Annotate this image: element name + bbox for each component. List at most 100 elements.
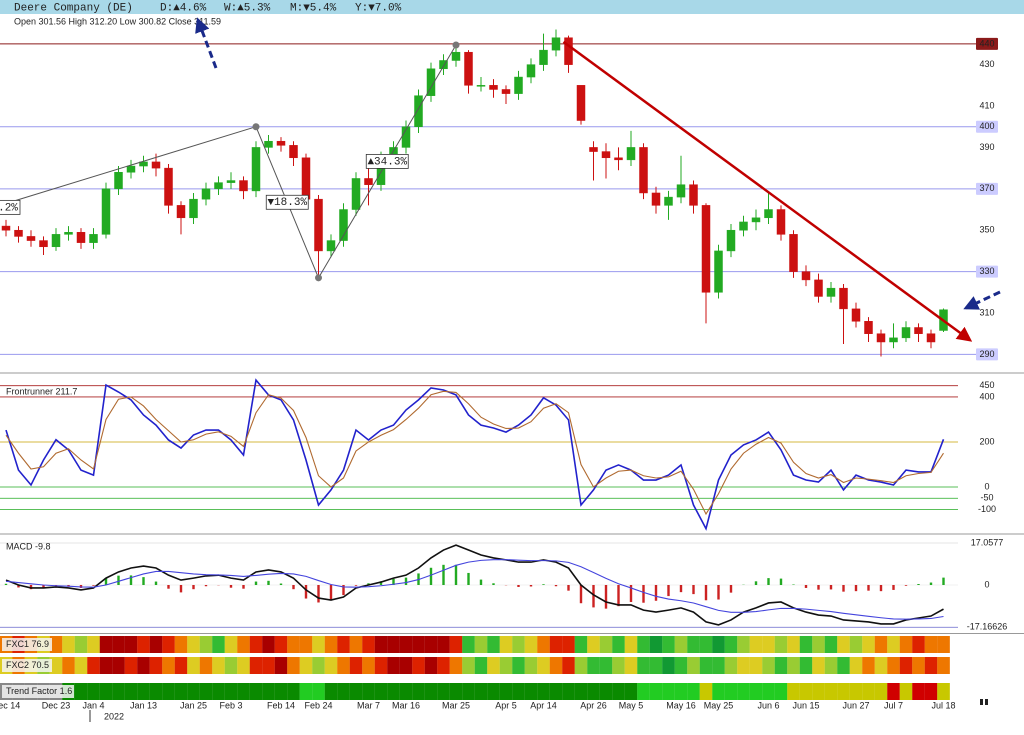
trend-cell bbox=[899, 683, 913, 700]
heat-cell bbox=[599, 657, 613, 674]
heat-cell bbox=[774, 636, 788, 653]
trend-cell bbox=[249, 683, 263, 700]
heat-cell bbox=[874, 657, 888, 674]
y-tick-label: 430 bbox=[979, 59, 994, 69]
histogram-bar bbox=[142, 577, 145, 586]
heat-cell bbox=[912, 657, 925, 674]
candle-body bbox=[701, 205, 711, 293]
trend-cell bbox=[562, 683, 575, 700]
trend-cell bbox=[174, 683, 188, 700]
heat-cell bbox=[324, 657, 338, 674]
histogram-bar bbox=[492, 583, 495, 586]
histogram-bar bbox=[392, 578, 395, 586]
trend-cell bbox=[912, 683, 925, 700]
strip-label: FXC1 76.9 bbox=[6, 639, 49, 649]
histogram-bar bbox=[842, 585, 845, 592]
histogram-bar bbox=[467, 572, 470, 586]
heat-cell bbox=[787, 657, 800, 674]
trend-cell bbox=[874, 683, 888, 700]
trend-cell bbox=[787, 683, 800, 700]
heat-cell bbox=[212, 657, 225, 674]
trend-cell bbox=[624, 683, 638, 700]
heat-cell bbox=[287, 636, 300, 653]
y-tick-label: 200 bbox=[979, 436, 994, 446]
trend-cell bbox=[824, 683, 838, 700]
trend-cell bbox=[799, 683, 813, 700]
trend-cell bbox=[74, 683, 88, 700]
y-tick-label: 410 bbox=[979, 100, 994, 110]
histogram-bar bbox=[179, 585, 183, 593]
candle-body bbox=[601, 151, 611, 159]
x-tick-label: May 16 bbox=[666, 700, 696, 710]
heat-cell bbox=[574, 657, 588, 674]
heat-cell bbox=[687, 636, 700, 653]
histogram-bar bbox=[579, 585, 583, 604]
heat-cell bbox=[749, 636, 763, 653]
heat-cell bbox=[699, 636, 713, 653]
level-box bbox=[976, 120, 998, 133]
trend-cell bbox=[612, 683, 625, 700]
heat-cell bbox=[474, 636, 488, 653]
histogram-bar bbox=[154, 581, 158, 586]
x-tick-label: Dec 14 bbox=[0, 700, 20, 710]
heat-cell bbox=[162, 657, 175, 674]
histogram-bar bbox=[42, 585, 45, 588]
menu-icon[interactable] bbox=[980, 699, 983, 705]
x-tick-label: Jan 4 bbox=[82, 700, 104, 710]
heat-cell bbox=[862, 636, 875, 653]
trend-cell bbox=[662, 683, 675, 700]
zigzag-label-box bbox=[0, 199, 21, 215]
trend-cell bbox=[337, 683, 350, 700]
trend-cell bbox=[812, 683, 825, 700]
trend-cell bbox=[224, 683, 238, 700]
strip-label-box bbox=[2, 659, 52, 672]
callout-arrow bbox=[195, 17, 218, 69]
candle-body bbox=[539, 49, 548, 65]
candle-body bbox=[489, 85, 498, 90]
y-tick-label: 390 bbox=[979, 142, 994, 152]
candle-body bbox=[664, 196, 673, 206]
histogram-bar bbox=[517, 585, 520, 587]
trend-cell bbox=[687, 683, 700, 700]
histogram-bar bbox=[817, 585, 820, 590]
heat-cell bbox=[374, 636, 388, 653]
histogram-bar bbox=[117, 575, 120, 586]
zigzag-label-box bbox=[265, 194, 309, 210]
candle-body bbox=[439, 60, 448, 70]
menu-icon[interactable] bbox=[985, 699, 988, 705]
level-label: 370 bbox=[979, 183, 994, 193]
heat-cell bbox=[812, 636, 825, 653]
heat-cell bbox=[562, 657, 575, 674]
heat-cell bbox=[762, 636, 775, 653]
heat-cell bbox=[637, 636, 650, 653]
histogram-bar bbox=[617, 585, 620, 607]
histogram-bar bbox=[767, 578, 770, 586]
header-change: W:▲5.3% bbox=[224, 2, 271, 14]
x-tick-label: Jun 27 bbox=[842, 700, 869, 710]
candle-body bbox=[289, 145, 298, 159]
trend-cell bbox=[437, 683, 450, 700]
heat-cell bbox=[187, 636, 200, 653]
trend-cell bbox=[599, 683, 613, 700]
trend-cell bbox=[412, 683, 425, 700]
heat-cell bbox=[649, 636, 663, 653]
heat-cell bbox=[137, 657, 150, 674]
heat-cell bbox=[812, 657, 825, 674]
candle-body bbox=[926, 333, 936, 343]
heat-cell bbox=[574, 636, 588, 653]
trend-cell bbox=[737, 683, 750, 700]
candle-body bbox=[26, 236, 36, 241]
candle-body bbox=[251, 147, 261, 192]
candle-body bbox=[589, 147, 598, 152]
heat-cell bbox=[412, 657, 425, 674]
trend-cell bbox=[862, 683, 875, 700]
trend-cell bbox=[212, 683, 225, 700]
heat-cell bbox=[149, 636, 163, 653]
heat-cell bbox=[124, 636, 138, 653]
heat-cell bbox=[262, 657, 275, 674]
candle-body bbox=[751, 217, 761, 223]
y-tick-label: 310 bbox=[979, 307, 994, 317]
candle-body bbox=[576, 85, 586, 121]
histogram-bar bbox=[529, 585, 533, 587]
